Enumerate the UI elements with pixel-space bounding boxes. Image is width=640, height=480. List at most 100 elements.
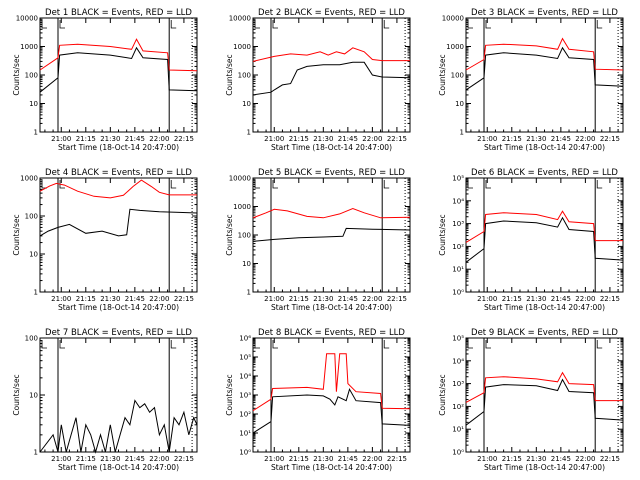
y-tick-label: 1000	[20, 43, 38, 51]
y-tick-label: 10⁶	[239, 335, 251, 343]
lld-series-line	[39, 179, 197, 199]
x-tick-label: 21:00	[51, 295, 71, 303]
lld-series-line	[465, 210, 623, 243]
marker-corner-glyph	[272, 340, 278, 349]
y-axis-label: Counts/sec	[12, 374, 21, 415]
panel-title: Det 9 BLACK = Events, RED = LLD	[471, 328, 618, 338]
plot-frame	[465, 17, 624, 133]
y-tick-label: 100	[451, 72, 464, 80]
events-series-line	[39, 208, 198, 237]
panel-det-1: Det 1 BLACK = Events, RED = LLD 1 10 100 100…	[12, 8, 198, 152]
x-tick-label: 22:00	[149, 455, 169, 463]
panel-det-4: Det 4 BLACK = Events, RED = LLD 1 10 100 100…	[12, 168, 198, 312]
x-tick-label: 21:15	[502, 295, 522, 303]
panel-title: Det 8 BLACK = Events, RED = LLD	[258, 328, 405, 338]
marker-corner-glyph	[272, 180, 278, 189]
marker-corner-glyph	[596, 340, 603, 349]
events-series-line	[39, 46, 198, 93]
marker-corner-glyph	[170, 180, 177, 189]
x-tick-label: 22:15	[174, 295, 194, 303]
y-tick-label: 10²	[452, 243, 464, 251]
plot-frame	[465, 337, 624, 453]
panel-title: Det 6 BLACK = Events, RED = LLD	[471, 168, 618, 178]
x-tick-label: 21:30	[100, 295, 120, 303]
marker-corner-glyph	[254, 180, 260, 189]
panel-title: Det 4 BLACK = Events, RED = LLD	[45, 168, 192, 178]
marker-corner-glyph	[596, 20, 603, 29]
x-tick-label: 22:15	[600, 135, 620, 143]
y-tick-label: 10	[29, 251, 38, 259]
x-tick-label: 21:30	[526, 455, 546, 463]
y-tick-label: 10⁵	[452, 175, 464, 183]
y-axis-label: Counts/sec	[438, 214, 447, 255]
y-tick-label: 10	[242, 260, 251, 268]
events-series-line	[39, 399, 198, 454]
marker-corner-glyph	[467, 20, 473, 29]
y-tick-label: 10000	[229, 15, 251, 23]
lld-series-line	[252, 47, 410, 62]
panel-det-6: Det 6 BLACK = Events, RED = LLD 10⁰ 10¹ 10²…	[438, 168, 624, 312]
y-axis-label: Counts/sec	[225, 54, 234, 95]
panel-title: Det 5 BLACK = Events, RED = LLD	[258, 168, 405, 178]
marker-corner-glyph	[170, 340, 177, 349]
x-tick-label: 21:15	[76, 295, 96, 303]
y-tick-label: 100	[25, 72, 38, 80]
marker-corner-glyph	[485, 180, 491, 189]
x-tick-label: 21:45	[338, 295, 358, 303]
y-tick-label: 10⁴	[452, 197, 464, 205]
y-tick-label: 1	[34, 449, 38, 457]
lld-series-line	[39, 38, 198, 72]
x-axis-label: Start Time (18-Oct-14 20:47:00)	[58, 463, 179, 472]
lld-series-line	[465, 371, 623, 403]
panel-title: Det 7 BLACK = Events, RED = LLD	[45, 328, 192, 338]
y-tick-label: 10⁰	[452, 449, 464, 457]
events-series-line	[252, 61, 411, 96]
marker-corner-glyph	[596, 180, 603, 189]
x-tick-label: 22:00	[362, 295, 382, 303]
x-tick-label: 21:30	[313, 295, 333, 303]
x-tick-label: 21:45	[125, 135, 145, 143]
x-tick-label: 21:45	[551, 295, 571, 303]
marker-corner-glyph	[41, 180, 47, 189]
x-axis-label: Start Time (18-Oct-14 20:47:00)	[58, 303, 179, 312]
x-tick-label: 21:45	[125, 455, 145, 463]
x-axis-label: Start Time (18-Oct-14 20:47:00)	[271, 143, 392, 152]
y-tick-label: 10²	[452, 403, 464, 411]
x-tick-label: 21:30	[313, 455, 333, 463]
y-tick-label: 1	[34, 129, 38, 137]
x-tick-label: 22:15	[174, 135, 194, 143]
y-tick-label: 1	[460, 129, 464, 137]
panel-det-3: Det 3 BLACK = Events, RED = LLD 1 10 100 100…	[438, 8, 624, 152]
y-axis-label: Counts/sec	[438, 374, 447, 415]
y-tick-label: 100	[238, 72, 251, 80]
panel-title: Det 1 BLACK = Events, RED = LLD	[45, 8, 192, 18]
plot-frame	[39, 17, 198, 133]
plot-frame	[252, 177, 411, 293]
y-tick-label: 1	[247, 289, 251, 297]
marker-corner-glyph	[272, 20, 278, 29]
x-tick-label: 21:45	[551, 135, 571, 143]
x-tick-label: 21:00	[264, 135, 284, 143]
x-tick-label: 21:30	[100, 135, 120, 143]
x-tick-label: 21:00	[477, 295, 497, 303]
y-tick-label: 10³	[452, 220, 464, 228]
x-tick-label: 22:15	[387, 135, 407, 143]
x-tick-label: 21:15	[502, 135, 522, 143]
marker-corner-glyph	[383, 340, 390, 349]
y-tick-label: 10⁴	[239, 373, 251, 381]
marker-corner-glyph	[254, 340, 260, 349]
y-tick-label: 10000	[16, 15, 38, 23]
lld-series-line	[252, 353, 411, 412]
y-axis-label: Counts/sec	[12, 214, 21, 255]
x-axis-label: Start Time (18-Oct-14 20:47:00)	[484, 143, 605, 152]
x-tick-label: 21:00	[264, 455, 284, 463]
x-tick-label: 22:00	[362, 455, 382, 463]
marker-corner-glyph	[41, 340, 47, 349]
events-series-line	[465, 378, 624, 426]
y-tick-label: 10000	[442, 15, 464, 23]
y-tick-label: 10	[29, 100, 38, 108]
y-tick-label: 10¹	[452, 266, 464, 274]
y-tick-label: 10	[455, 100, 464, 108]
x-tick-label: 22:15	[174, 455, 194, 463]
